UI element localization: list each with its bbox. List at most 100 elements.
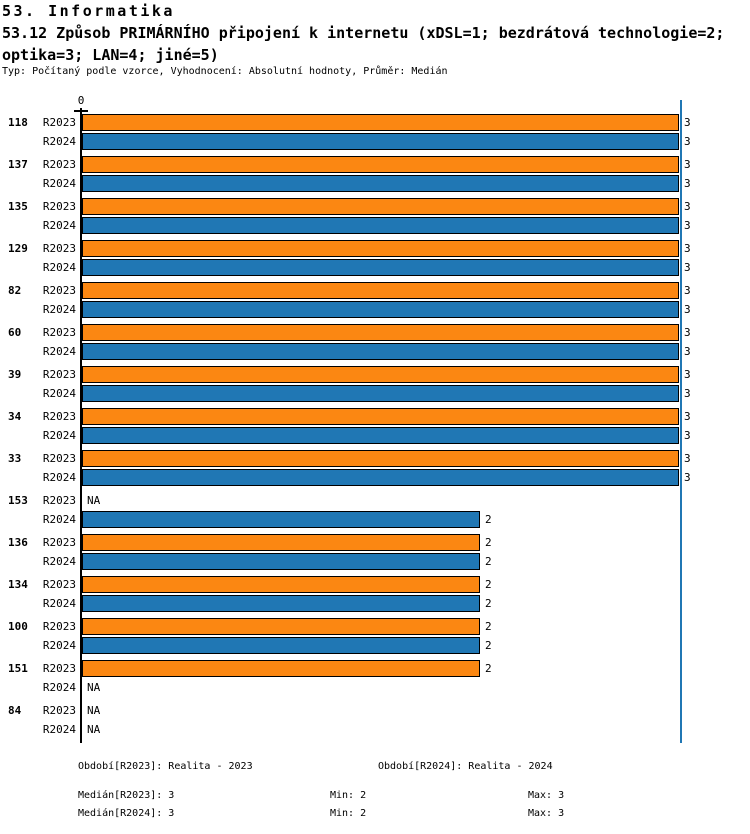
bar-r2024 bbox=[82, 595, 480, 612]
bar-r2023 bbox=[82, 660, 480, 677]
series-label-r2023: R2023 bbox=[42, 158, 76, 171]
period-r2023-label: Období[R2023]: Realita - 2023 bbox=[78, 761, 253, 772]
series-label-r2023: R2023 bbox=[42, 662, 76, 675]
row-id-label: 129 bbox=[8, 242, 28, 255]
bar-value-label: 2 bbox=[485, 662, 492, 675]
median-r2024-label: Medián[R2024]: 3 bbox=[78, 808, 175, 819]
bar-r2024 bbox=[82, 469, 679, 486]
series-label-r2023: R2023 bbox=[42, 242, 76, 255]
row-id-label: 135 bbox=[8, 200, 28, 213]
bar-r2023 bbox=[82, 618, 480, 635]
bar-value-label: 3 bbox=[684, 452, 691, 465]
bar-r2023 bbox=[82, 450, 679, 467]
bar-value-label: 3 bbox=[684, 326, 691, 339]
row-id-label: 34 bbox=[8, 410, 22, 423]
bar-value-label: 3 bbox=[684, 177, 691, 190]
row-id-label: 137 bbox=[8, 158, 28, 171]
bar-value-label: 3 bbox=[684, 284, 691, 297]
chart-title-line2: optika=3; LAN=4; jiné=5) bbox=[2, 46, 219, 64]
bar-r2024 bbox=[82, 133, 679, 150]
axis-origin-label: 0 bbox=[77, 94, 85, 107]
series-label-r2024: R2024 bbox=[42, 597, 76, 610]
series-label-r2023: R2023 bbox=[42, 620, 76, 633]
row-id-label: 134 bbox=[8, 578, 28, 591]
series-label-r2023: R2023 bbox=[42, 578, 76, 591]
row-id-label: 39 bbox=[8, 368, 22, 381]
na-label: NA bbox=[87, 681, 101, 694]
bar-value-label: 3 bbox=[684, 303, 691, 316]
row-id-label: 100 bbox=[8, 620, 28, 633]
row-id-label: 136 bbox=[8, 536, 28, 549]
series-label-r2024: R2024 bbox=[42, 555, 76, 568]
series-label-r2023: R2023 bbox=[42, 200, 76, 213]
series-label-r2024: R2024 bbox=[42, 639, 76, 652]
page-title: 53. Informatika bbox=[2, 2, 175, 20]
series-label-r2023: R2023 bbox=[42, 536, 76, 549]
row-id-label: 82 bbox=[8, 284, 22, 297]
chart-meta-line: Typ: Počítaný podle vzorce, Vyhodnocení:… bbox=[2, 66, 448, 77]
series-label-r2023: R2023 bbox=[42, 116, 76, 129]
bar-r2023 bbox=[82, 534, 480, 551]
bar-r2023 bbox=[82, 198, 679, 215]
bar-value-label: 3 bbox=[684, 242, 691, 255]
bar-r2024 bbox=[82, 553, 480, 570]
row-id-label: 118 bbox=[8, 116, 28, 129]
bar-r2023 bbox=[82, 576, 480, 593]
bar-r2023 bbox=[82, 408, 679, 425]
max-r2024-label: Max: 3 bbox=[528, 808, 565, 819]
bar-r2024 bbox=[82, 175, 679, 192]
series-label-r2023: R2023 bbox=[42, 704, 76, 717]
series-label-r2023: R2023 bbox=[42, 494, 76, 507]
row-id-label: 84 bbox=[8, 704, 22, 717]
bar-r2023 bbox=[82, 114, 679, 131]
na-label: NA bbox=[87, 704, 101, 717]
median-r2023-label: Medián[R2023]: 3 bbox=[78, 790, 175, 801]
chart-title-line1: 53.12 Způsob PRIMÁRNÍHO připojení k inte… bbox=[2, 24, 725, 42]
series-label-r2024: R2024 bbox=[42, 261, 76, 274]
series-label-r2024: R2024 bbox=[42, 387, 76, 400]
bar-r2023 bbox=[82, 324, 679, 341]
series-label-r2024: R2024 bbox=[42, 303, 76, 316]
period-r2024-label: Období[R2024]: Realita - 2024 bbox=[378, 761, 553, 772]
min-r2023-label: Min: 2 bbox=[330, 790, 367, 801]
bar-r2023 bbox=[82, 240, 679, 257]
bar-value-label: 3 bbox=[684, 135, 691, 148]
series-label-r2023: R2023 bbox=[42, 326, 76, 339]
y-axis-line bbox=[80, 108, 82, 743]
bar-value-label: 3 bbox=[684, 219, 691, 232]
row-id-label: 153 bbox=[8, 494, 28, 507]
bar-value-label: 3 bbox=[684, 158, 691, 171]
bar-r2023 bbox=[82, 156, 679, 173]
bar-value-label: 2 bbox=[485, 513, 492, 526]
bar-value-label: 2 bbox=[485, 597, 492, 610]
na-label: NA bbox=[87, 723, 101, 736]
series-label-r2024: R2024 bbox=[42, 471, 76, 484]
series-label-r2023: R2023 bbox=[42, 368, 76, 381]
series-label-r2023: R2023 bbox=[42, 284, 76, 297]
series-label-r2023: R2023 bbox=[42, 410, 76, 423]
bar-value-label: 3 bbox=[684, 368, 691, 381]
axis-zero-tick bbox=[74, 110, 88, 112]
series-label-r2024: R2024 bbox=[42, 177, 76, 190]
bar-r2024 bbox=[82, 427, 679, 444]
series-label-r2024: R2024 bbox=[42, 429, 76, 442]
max-reference-line bbox=[680, 100, 682, 743]
row-id-label: 151 bbox=[8, 662, 28, 675]
bar-value-label: 3 bbox=[684, 200, 691, 213]
bar-value-label: 2 bbox=[485, 555, 492, 568]
bar-value-label: 3 bbox=[684, 387, 691, 400]
bar-r2024 bbox=[82, 259, 679, 276]
bar-value-label: 3 bbox=[684, 410, 691, 423]
series-label-r2024: R2024 bbox=[42, 345, 76, 358]
series-label-r2024: R2024 bbox=[42, 681, 76, 694]
row-id-label: 33 bbox=[8, 452, 22, 465]
bar-r2024 bbox=[82, 385, 679, 402]
min-r2024-label: Min: 2 bbox=[330, 808, 367, 819]
bar-value-label: 3 bbox=[684, 261, 691, 274]
bar-value-label: 3 bbox=[684, 429, 691, 442]
bar-value-label: 2 bbox=[485, 578, 492, 591]
series-label-r2024: R2024 bbox=[42, 513, 76, 526]
bar-value-label: 2 bbox=[485, 639, 492, 652]
max-r2023-label: Max: 3 bbox=[528, 790, 565, 801]
